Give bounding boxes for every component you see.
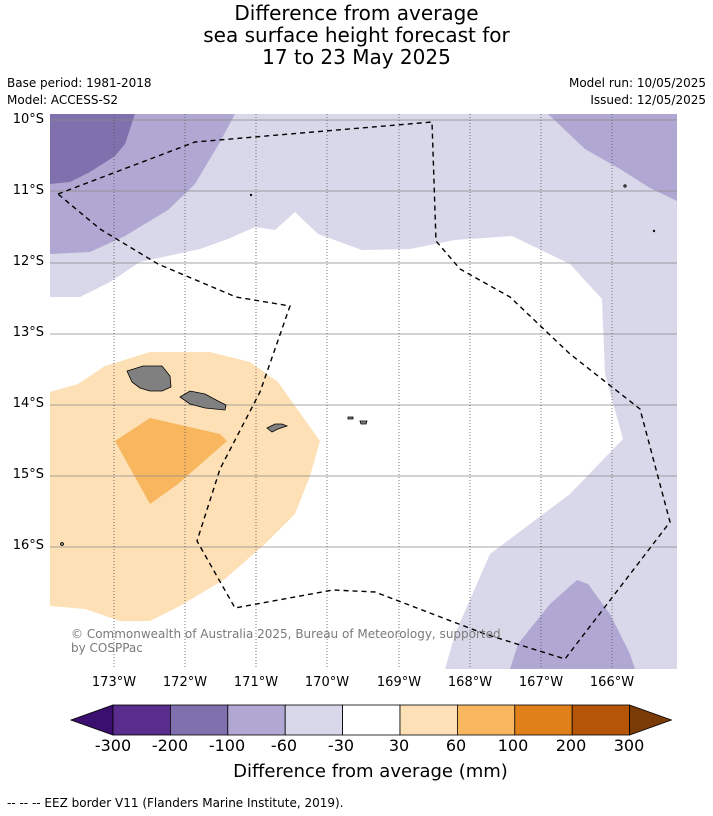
small-island-3	[652, 229, 656, 233]
colorbar-segments	[70, 704, 672, 736]
lon-grid-lines	[113, 114, 613, 669]
small-island-1	[249, 193, 253, 197]
lat-label-11s: 11°S	[12, 183, 44, 198]
contour-minus100-to-minus60-topright	[548, 114, 677, 201]
eez-border	[56, 121, 671, 660]
colorbar-tick-30: 30	[388, 736, 410, 755]
lat-label-16s: 16°S	[12, 538, 44, 553]
model-run-label: Model run: 10/05/2025	[568, 76, 706, 90]
colorbar-segment	[112, 704, 171, 736]
manua-island-2	[359, 420, 368, 425]
colorbar	[70, 704, 672, 736]
tutuila-island	[266, 423, 289, 433]
small-island-2	[623, 184, 627, 188]
colorbar-segment	[284, 704, 343, 736]
lon-label-166w: 166°W	[589, 675, 635, 690]
colorbar-tick-minus60: -60	[270, 736, 298, 755]
model-label: Model: ACCESS-S2	[7, 93, 119, 107]
lon-label-171w: 171°W	[233, 675, 279, 690]
colorbar-tick-minus200: -200	[151, 736, 189, 755]
colorbar-title: Difference from average (mm)	[233, 761, 508, 782]
lat-label-14s: 14°S	[12, 396, 44, 411]
contour-60-to-100	[115, 418, 227, 504]
colorbar-segment	[399, 704, 458, 736]
savaii-island	[126, 365, 172, 392]
colorbar-extend-low	[70, 704, 114, 736]
lon-label-168w: 168°W	[447, 675, 493, 690]
contour-minus200-to-minus100	[50, 114, 135, 184]
colorbar-tick-300: 300	[613, 736, 645, 755]
upolu-island	[179, 390, 227, 411]
lat-label-10s: 10°S	[12, 112, 44, 127]
colorbar-tick-minus100: -100	[208, 736, 246, 755]
colorbar-segment	[514, 704, 573, 736]
colorbar-tick-minus30: -30	[327, 736, 355, 755]
copyright-notice: © Commonwealth of Australia 2025, Bureau…	[71, 627, 501, 655]
colorbar-tick-minus300: -300	[94, 736, 132, 755]
colorbar-tick-100: 100	[497, 736, 529, 755]
colorbar-segment	[170, 704, 229, 736]
samoa-islands	[60, 184, 656, 546]
eez-footnote: -- -- -- EEZ border V11 (Flanders Marine…	[7, 796, 344, 810]
lat-label-12s: 12°S	[12, 254, 44, 269]
colorbar-tick-200: 200	[555, 736, 587, 755]
colorbar-segment	[342, 704, 401, 736]
colorbar-tick-60: 60	[445, 736, 467, 755]
contour-minus100-to-minus60-bottomright	[510, 580, 635, 669]
lon-label-169w: 169°W	[376, 675, 422, 690]
lat-label-15s: 15°S	[12, 467, 44, 482]
title-line-3: 17 to 23 May 2025	[262, 45, 451, 69]
title-line-2: sea surface height forecast for	[203, 23, 510, 47]
colorbar-segment	[456, 704, 516, 736]
title-line-1: Difference from average	[234, 1, 479, 25]
manua-island-1	[347, 416, 354, 420]
colorbar-extend-high	[629, 704, 672, 736]
lat-grid-lines	[50, 119, 677, 548]
lon-label-170w: 170°W	[304, 675, 350, 690]
small-island-4	[60, 542, 64, 546]
lon-label-173w: 173°W	[91, 675, 137, 690]
lat-label-13s: 13°S	[12, 325, 44, 340]
sea-height-map	[50, 114, 677, 669]
issued-label: Issued: 12/05/2025	[590, 93, 706, 107]
colorbar-segment	[571, 704, 631, 736]
lon-label-167w: 167°W	[518, 675, 564, 690]
lon-label-172w: 172°W	[162, 675, 208, 690]
colorbar-segment	[227, 704, 286, 736]
base-period-label: Base period: 1981-2018	[7, 76, 152, 90]
